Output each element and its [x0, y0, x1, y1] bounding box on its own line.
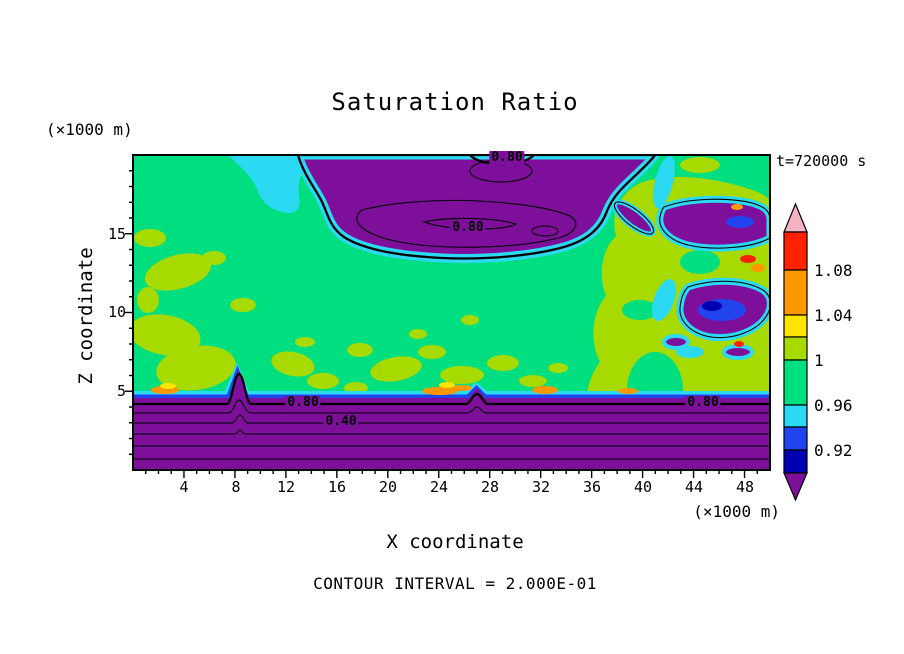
- colorbar: [783, 202, 808, 502]
- colorbar-segment: [783, 404, 808, 428]
- x-tick-label: 48: [735, 478, 755, 496]
- y-axis-unit-label: (×1000 m): [46, 120, 133, 139]
- axis-ticks: [125, 170, 758, 478]
- cyan-streak: [676, 346, 704, 358]
- colorbar-segment: [783, 449, 808, 474]
- x-axis-title: X coordinate: [386, 531, 524, 553]
- plot-field: [133, 155, 770, 470]
- contour-interval-note: CONTOUR INTERVAL = 2.000E-01: [313, 574, 597, 593]
- contour-label: 0.80: [685, 395, 721, 410]
- colorbar-segment: [783, 359, 808, 406]
- boundary-layer-region: [133, 369, 770, 470]
- y-tick-label: 15: [107, 225, 126, 243]
- x-tick-label: 40: [633, 478, 653, 496]
- contour-label: 0.80: [450, 220, 486, 235]
- colorbar-tick-label: 1: [814, 351, 824, 370]
- blue-core: [698, 299, 746, 321]
- supersaturation-specks: [151, 204, 765, 395]
- colorbar-tick-label: 1.04: [814, 306, 853, 325]
- x-tick-label: 24: [429, 478, 449, 496]
- x-axis-unit-label: (×1000 m): [693, 502, 780, 521]
- blue-core: [726, 216, 754, 228]
- contour-line-0.4: [133, 414, 770, 424]
- cyan-streak: [651, 279, 677, 321]
- inner-contour: [356, 199, 577, 248]
- colorbar-arrow-bottom: [783, 472, 808, 502]
- x-tick-label: 28: [480, 478, 500, 496]
- contour-line: [659, 198, 770, 249]
- colorbar-segment: [783, 269, 808, 316]
- x-tick-label: 20: [378, 478, 398, 496]
- contour-line-0.8-lower: [133, 372, 770, 406]
- x-tick-label: 36: [582, 478, 602, 496]
- contour-line: [679, 280, 770, 339]
- colorbar-segment: [783, 314, 808, 338]
- y-tick-label: 5: [116, 382, 126, 400]
- colorbar-arrow-top: [783, 202, 808, 233]
- contour-label: 0.40: [323, 414, 359, 429]
- colorbar-segment: [783, 336, 808, 361]
- contour-label: 0.80: [285, 395, 321, 410]
- purple-speck: [722, 344, 754, 360]
- x-tick-label: 12: [276, 478, 296, 496]
- contour-line-0.6: [133, 399, 770, 414]
- contour-line-0.3: [133, 429, 770, 435]
- inner-contour: [531, 225, 559, 237]
- contour-line: [613, 201, 655, 235]
- contour-label: 0.80: [489, 150, 525, 165]
- purple-speck: [662, 334, 690, 350]
- dark-blue-core: [702, 301, 722, 311]
- cyan-wedge-region: [228, 155, 308, 214]
- x-tick-label: 44: [684, 478, 704, 496]
- y-tick-label: 10: [107, 303, 126, 321]
- x-tick-label: 32: [531, 478, 551, 496]
- colorbar-segment: [783, 231, 808, 271]
- supersaturated-patches: [133, 157, 720, 394]
- x-tick-label: 16: [327, 478, 347, 496]
- colorbar-segment: [783, 426, 808, 451]
- cyan-streak: [653, 155, 675, 209]
- x-tick-label: 4: [179, 478, 189, 496]
- colorbar-tick-label: 0.92: [814, 441, 853, 460]
- x-tick-label: 8: [231, 478, 241, 496]
- chart-title: Saturation Ratio: [331, 88, 579, 116]
- time-annotation: t=720000 s: [776, 152, 867, 170]
- contour-line-0.8-upper: [296, 155, 657, 260]
- colorbar-tick-label: 0.96: [814, 396, 853, 415]
- colorbar-tick-label: 1.08: [814, 261, 853, 280]
